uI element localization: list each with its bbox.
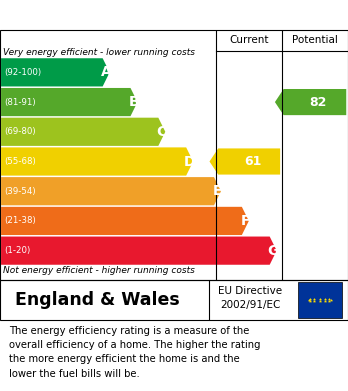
Text: D: D bbox=[184, 154, 196, 169]
Text: The energy efficiency rating is a measure of the
overall efficiency of a home. T: The energy efficiency rating is a measur… bbox=[9, 326, 260, 379]
Polygon shape bbox=[209, 149, 280, 174]
Polygon shape bbox=[1, 58, 110, 86]
Text: Potential: Potential bbox=[292, 35, 338, 45]
Bar bbox=[298, 282, 342, 317]
Polygon shape bbox=[1, 207, 249, 235]
Text: (81-91): (81-91) bbox=[4, 98, 36, 107]
Text: E: E bbox=[213, 184, 222, 198]
Polygon shape bbox=[1, 147, 193, 176]
Text: B: B bbox=[129, 95, 139, 109]
Text: Not energy efficient - higher running costs: Not energy efficient - higher running co… bbox=[3, 266, 195, 275]
Polygon shape bbox=[1, 118, 165, 146]
Text: (92-100): (92-100) bbox=[4, 68, 41, 77]
Text: Very energy efficient - lower running costs: Very energy efficient - lower running co… bbox=[3, 48, 196, 57]
Text: C: C bbox=[157, 125, 167, 139]
Polygon shape bbox=[1, 237, 277, 265]
Text: (69-80): (69-80) bbox=[4, 127, 36, 136]
Text: EU Directive
2002/91/EC: EU Directive 2002/91/EC bbox=[219, 286, 283, 310]
Polygon shape bbox=[275, 89, 346, 115]
Text: Energy Efficiency Rating: Energy Efficiency Rating bbox=[7, 7, 228, 23]
Text: England & Wales: England & Wales bbox=[15, 291, 180, 309]
Text: 61: 61 bbox=[244, 155, 261, 168]
Text: Current: Current bbox=[229, 35, 269, 45]
Text: F: F bbox=[240, 214, 250, 228]
Polygon shape bbox=[1, 177, 221, 205]
Text: (39-54): (39-54) bbox=[4, 187, 36, 196]
Text: (21-38): (21-38) bbox=[4, 217, 36, 226]
Text: G: G bbox=[268, 244, 279, 258]
Text: 82: 82 bbox=[310, 95, 327, 109]
Text: A: A bbox=[101, 65, 111, 79]
Text: (1-20): (1-20) bbox=[4, 246, 30, 255]
Polygon shape bbox=[1, 88, 137, 116]
Text: (55-68): (55-68) bbox=[4, 157, 36, 166]
